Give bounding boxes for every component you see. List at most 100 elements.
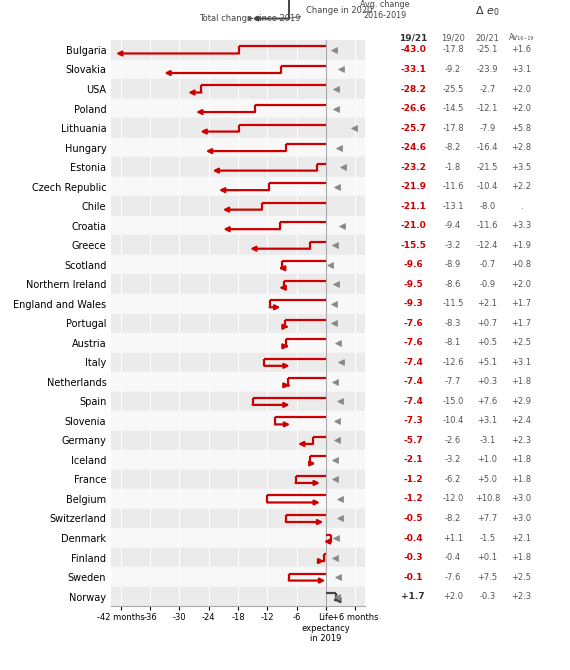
Text: -21.5: -21.5 bbox=[477, 163, 498, 172]
Text: +2.0: +2.0 bbox=[511, 104, 532, 113]
Text: -0.3: -0.3 bbox=[479, 592, 495, 601]
Text: .: . bbox=[520, 202, 523, 210]
Text: -7.6: -7.6 bbox=[404, 338, 423, 347]
Text: -9.5: -9.5 bbox=[404, 280, 423, 289]
Text: -8.1: -8.1 bbox=[445, 338, 461, 347]
Text: +1.8: +1.8 bbox=[511, 475, 532, 484]
Text: -8.2: -8.2 bbox=[445, 143, 461, 152]
Text: +1.1: +1.1 bbox=[443, 533, 463, 543]
Text: -11.6: -11.6 bbox=[442, 182, 464, 191]
Text: -7.4: -7.4 bbox=[404, 358, 423, 366]
Text: 19/20: 19/20 bbox=[441, 34, 465, 42]
Text: -24.6: -24.6 bbox=[400, 143, 426, 152]
Bar bbox=[111, 314, 365, 333]
Bar bbox=[111, 450, 365, 470]
Text: +1.8: +1.8 bbox=[511, 553, 532, 562]
Text: 19/21: 19/21 bbox=[399, 34, 428, 42]
Text: +2.5: +2.5 bbox=[511, 338, 532, 347]
Bar bbox=[111, 372, 365, 391]
Text: -2.7: -2.7 bbox=[479, 84, 495, 94]
Text: -0.4: -0.4 bbox=[404, 533, 423, 543]
Text: +2.4: +2.4 bbox=[511, 416, 532, 425]
Bar bbox=[111, 548, 365, 567]
Text: +2.0: +2.0 bbox=[511, 280, 532, 289]
Text: -15.5: -15.5 bbox=[400, 241, 426, 250]
Text: Total change since 2019: Total change since 2019 bbox=[199, 14, 300, 23]
Text: -1.2: -1.2 bbox=[404, 475, 423, 484]
Text: -7.4: -7.4 bbox=[404, 397, 423, 406]
Text: -7.9: -7.9 bbox=[479, 123, 495, 133]
Text: -15.0: -15.0 bbox=[442, 397, 464, 406]
Text: +1.7: +1.7 bbox=[511, 319, 532, 328]
Text: +2.3: +2.3 bbox=[511, 436, 532, 445]
Text: +3.0: +3.0 bbox=[511, 514, 532, 523]
Text: -12.6: -12.6 bbox=[442, 358, 464, 366]
Text: -3.1: -3.1 bbox=[479, 436, 495, 445]
Text: +1.8: +1.8 bbox=[511, 377, 532, 387]
Bar bbox=[111, 275, 365, 294]
Text: +3.1: +3.1 bbox=[511, 358, 532, 366]
Text: +3.5: +3.5 bbox=[511, 163, 532, 172]
Text: -12.4: -12.4 bbox=[477, 241, 498, 250]
Bar bbox=[111, 255, 365, 275]
Bar bbox=[111, 352, 365, 372]
Text: -8.2: -8.2 bbox=[445, 514, 461, 523]
Text: +0.1: +0.1 bbox=[477, 553, 498, 562]
Bar bbox=[111, 470, 365, 489]
Text: -17.8: -17.8 bbox=[442, 123, 464, 133]
Text: -7.6: -7.6 bbox=[404, 319, 423, 328]
Bar bbox=[111, 138, 365, 157]
Bar bbox=[111, 235, 365, 255]
Bar bbox=[111, 79, 365, 98]
Text: -7.6: -7.6 bbox=[445, 573, 461, 582]
Text: -0.5: -0.5 bbox=[404, 514, 423, 523]
Text: -33.1: -33.1 bbox=[400, 65, 426, 74]
Bar bbox=[111, 157, 365, 177]
Text: -7.7: -7.7 bbox=[445, 377, 461, 387]
Text: +0.5: +0.5 bbox=[477, 338, 498, 347]
Text: -1.2: -1.2 bbox=[404, 494, 423, 503]
Text: +2.0: +2.0 bbox=[443, 592, 463, 601]
Bar bbox=[111, 411, 365, 431]
Text: -7.3: -7.3 bbox=[404, 416, 423, 425]
Text: -28.2: -28.2 bbox=[400, 84, 426, 94]
Text: -17.8: -17.8 bbox=[442, 46, 464, 54]
Text: -5.7: -5.7 bbox=[404, 436, 423, 445]
Text: -13.1: -13.1 bbox=[442, 202, 464, 210]
Text: +7.6: +7.6 bbox=[477, 397, 498, 406]
Text: -25.7: -25.7 bbox=[400, 123, 426, 133]
Text: +1.9: +1.9 bbox=[511, 241, 532, 250]
Text: +2.9: +2.9 bbox=[511, 397, 532, 406]
Text: -2.6: -2.6 bbox=[445, 436, 461, 445]
Text: -12.0: -12.0 bbox=[442, 494, 464, 503]
Text: -21.9: -21.9 bbox=[400, 182, 426, 191]
Text: 20/21: 20/21 bbox=[475, 34, 499, 42]
Bar bbox=[111, 431, 365, 450]
Text: +5.8: +5.8 bbox=[511, 123, 532, 133]
Text: Av₁₆₋₁₉: Av₁₆₋₁₉ bbox=[509, 34, 534, 42]
Text: -21.0: -21.0 bbox=[400, 221, 426, 230]
Bar bbox=[111, 509, 365, 528]
Text: +10.8: +10.8 bbox=[475, 494, 500, 503]
Text: -6.2: -6.2 bbox=[445, 475, 461, 484]
Text: -43.0: -43.0 bbox=[400, 46, 426, 54]
Bar bbox=[111, 587, 365, 606]
Bar bbox=[111, 489, 365, 509]
Bar bbox=[111, 40, 365, 60]
Text: +3.0: +3.0 bbox=[511, 494, 532, 503]
Bar bbox=[111, 528, 365, 548]
Text: -11.6: -11.6 bbox=[477, 221, 498, 230]
Text: -9.2: -9.2 bbox=[445, 65, 461, 74]
Text: +2.2: +2.2 bbox=[511, 182, 532, 191]
Text: -21.1: -21.1 bbox=[400, 202, 426, 210]
Text: Avg. change
2016-2019: Avg. change 2016-2019 bbox=[360, 0, 409, 20]
Bar bbox=[111, 216, 365, 235]
Bar bbox=[111, 196, 365, 216]
Text: -12.1: -12.1 bbox=[477, 104, 498, 113]
Text: +2.8: +2.8 bbox=[511, 143, 532, 152]
Text: $\Delta\ e_0$: $\Delta\ e_0$ bbox=[475, 4, 499, 18]
Text: +0.3: +0.3 bbox=[477, 377, 498, 387]
Text: -26.6: -26.6 bbox=[400, 104, 426, 113]
Bar bbox=[111, 60, 365, 79]
Text: -3.2: -3.2 bbox=[445, 456, 461, 464]
